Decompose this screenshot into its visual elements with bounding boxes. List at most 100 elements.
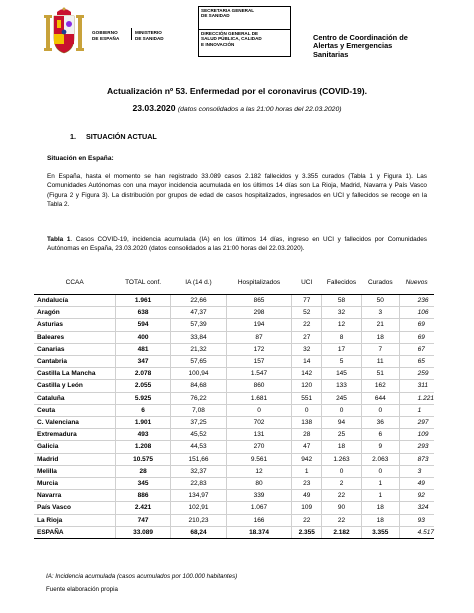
cell-uci: 142 [291, 367, 322, 381]
header-total: TOTAL conf. [115, 270, 171, 295]
table-total-row: ESPAÑA 33.089 68,24 18.374 2.355 2.182 3.355 4.… [34, 525, 434, 539]
cell-curados: 11 [360, 355, 400, 369]
table-row: C. Valenciana 1.901 37,25 702 138 94 36 297 [34, 416, 434, 430]
cell-curados: 6 [360, 428, 400, 442]
cell-fallecidos: 58 [321, 294, 362, 308]
document-date: 23.03.2020 (datos consolidados a las 21:… [0, 103, 474, 113]
cell-ccaa: Canarias [34, 343, 116, 357]
cell-total: 400 [114, 331, 171, 344]
cell-nuevos: 69 [398, 331, 434, 344]
cell-total: 347 [114, 355, 171, 369]
cell-nuevos: 236 [398, 294, 434, 308]
section-heading: 1. SITUACIÓN ACTUAL [70, 132, 157, 141]
cell-curados: 50 [360, 294, 400, 308]
summary-paragraph: En España, hasta el momento se han regis… [47, 173, 427, 208]
cell-ia: 151,66 [170, 453, 227, 466]
cell-ccaa: Murcia [34, 477, 116, 491]
consolidation-note: (datos consolidados a las 21:00 horas de… [177, 106, 342, 113]
cell-uci: 47 [291, 440, 322, 454]
cell-nuevos: 67 [398, 343, 434, 357]
cell-ia: 22,83 [170, 477, 227, 491]
source-footnote: Fuente elaboración propia [46, 586, 118, 593]
table-caption-text: . Casos COVID-19, incidencia acumulada (… [47, 236, 427, 253]
cell-uci: 1 [291, 465, 322, 479]
cell-fallecidos: 94 [321, 416, 362, 430]
ia-footnote: IA: Incidencia acumulada (casos acumulad… [46, 573, 238, 580]
cell-hospitalizados: 172 [225, 343, 292, 357]
cell-curados: 21 [360, 318, 400, 332]
table-row: Castilla y León 2.055 84,68 860 120 133 162 311 [34, 379, 434, 393]
cell-ia: 32,37 [170, 465, 227, 479]
cell-ccaa: Madrid [34, 453, 116, 466]
cell-ccaa: Cataluña [34, 392, 116, 405]
cell-nuevos: 873 [398, 453, 434, 466]
cell-uci: 22 [291, 318, 322, 332]
cell-ia: 22,66 [170, 294, 227, 308]
cell-curados: 18 [360, 331, 400, 344]
cell-ccaa: ESPAÑA [34, 525, 116, 539]
cell-ia: 37,25 [170, 416, 227, 430]
cell-ccaa: Castilla y León [34, 379, 116, 393]
cell-total: 747 [114, 514, 171, 527]
cell-ccaa: Galicia [34, 440, 116, 454]
cell-ia: 44,53 [170, 440, 227, 454]
cell-hospitalizados: 1.067 [225, 501, 292, 515]
cell-fallecidos: 0 [321, 404, 362, 418]
cell-ia: 45,52 [170, 428, 227, 442]
cell-uci: 109 [291, 501, 322, 515]
cell-ccaa: Castilla La Mancha [34, 367, 116, 381]
table-caption: Tabla 1. Casos COVID-19, incidencia acum… [47, 235, 427, 254]
cell-fallecidos: 0 [321, 465, 362, 479]
cell-uci: 942 [291, 453, 322, 466]
cell-ccaa: La Rioja [34, 514, 116, 527]
cell-nuevos: 69 [398, 318, 434, 332]
cell-fallecidos: 8 [321, 331, 362, 344]
cell-curados: 644 [360, 392, 400, 405]
cell-total: 886 [114, 489, 171, 503]
header-ia: IA (14 d.) [170, 270, 227, 295]
cell-fallecidos: 25 [321, 428, 362, 442]
cell-curados: 1 [360, 489, 400, 503]
cell-fallecidos: 22 [321, 489, 362, 503]
cell-nuevos: 297 [398, 416, 434, 430]
header-divider [131, 28, 132, 40]
cell-uci: 27 [291, 331, 322, 344]
cell-hospitalizados: 157 [225, 355, 292, 369]
cell-fallecidos: 2.182 [321, 525, 362, 539]
cell-total: 1.901 [114, 416, 171, 430]
cell-nuevos: 65 [398, 355, 434, 369]
cell-uci: 2.355 [291, 525, 322, 539]
header-hospitalizados: Hospitalizados [226, 270, 292, 295]
table-row: Aragón 638 47,37 298 52 32 3 106 [34, 306, 434, 320]
table-row: Asturias 594 57,39 194 22 12 21 69 [34, 318, 434, 332]
document-header: GOBIERNO DE ESPAÑA MINISTERIO DE SANIDAD… [0, 0, 474, 78]
department-boxes: SECRETARIA GENERAL DE SANIDAD DIRECCIÓN … [198, 6, 291, 57]
cell-uci: 32 [291, 343, 322, 357]
cell-hospitalizados: 865 [225, 294, 292, 308]
cell-uci: 551 [291, 392, 322, 405]
cell-ccaa: Navarra [34, 489, 116, 503]
table-row: Ceuta 6 7,08 0 0 0 0 1 [34, 404, 434, 418]
cell-ia: 7,08 [170, 404, 227, 418]
cell-ccaa: Asturias [34, 318, 116, 332]
cell-ia: 102,91 [170, 501, 227, 515]
cell-ia: 57,39 [170, 318, 227, 332]
cell-fallecidos: 32 [321, 306, 362, 320]
ccaa-data-table: CCAA TOTAL conf. IA (14 d.) Hospitalizad… [34, 270, 434, 539]
cell-ia: 21,32 [170, 343, 227, 357]
cell-hospitalizados: 0 [225, 404, 292, 418]
table-row: Melilla 28 32,37 12 1 0 0 3 [34, 465, 434, 479]
cell-ia: 33,84 [170, 331, 227, 344]
cell-ccaa: C. Valenciana [34, 416, 116, 430]
secretaria-box: SECRETARIA GENERAL DE SANIDAD [198, 6, 291, 30]
cell-nuevos: 92 [398, 489, 434, 503]
cell-nuevos: 311 [398, 379, 434, 393]
table-row: Castilla La Mancha 2.078 100,94 1.547 142 145… [34, 367, 434, 381]
centro-coordinacion-label: Centro de Coordinación de Alertas y Emer… [313, 33, 408, 59]
cell-total: 345 [114, 477, 171, 491]
cell-fallecidos: 1.263 [321, 453, 362, 466]
table-caption-label: Tabla 1 [47, 236, 71, 243]
cell-total: 2.421 [114, 501, 171, 515]
cell-uci: 0 [291, 404, 322, 418]
cell-hospitalizados: 80 [225, 477, 292, 491]
